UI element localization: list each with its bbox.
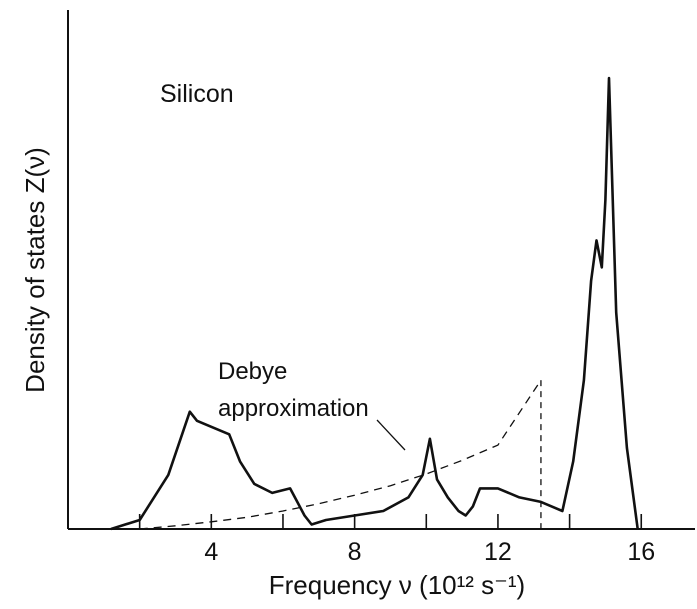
x-tick-label: 12 [484, 538, 512, 566]
x-tick-label: 4 [204, 538, 218, 566]
debye-label-line1: Debye [218, 358, 287, 385]
x-tick-labels: 4 8 12 16 [204, 538, 655, 566]
debye-label-line2: approximation [218, 395, 369, 422]
x-tick-label: 8 [348, 538, 362, 566]
debye-pointer-line [376, 419, 406, 451]
x-ticks [138, 514, 643, 529]
silicon-series-line [110, 76, 639, 531]
x-axis-label: Frequency ν (10¹² s⁻¹) [269, 570, 525, 600]
debye-series-line [139, 379, 542, 530]
material-label: Silicon [160, 80, 234, 108]
x-tick-label: 16 [627, 538, 655, 566]
y-axis-label: Density of states Z(ν) [20, 147, 50, 393]
